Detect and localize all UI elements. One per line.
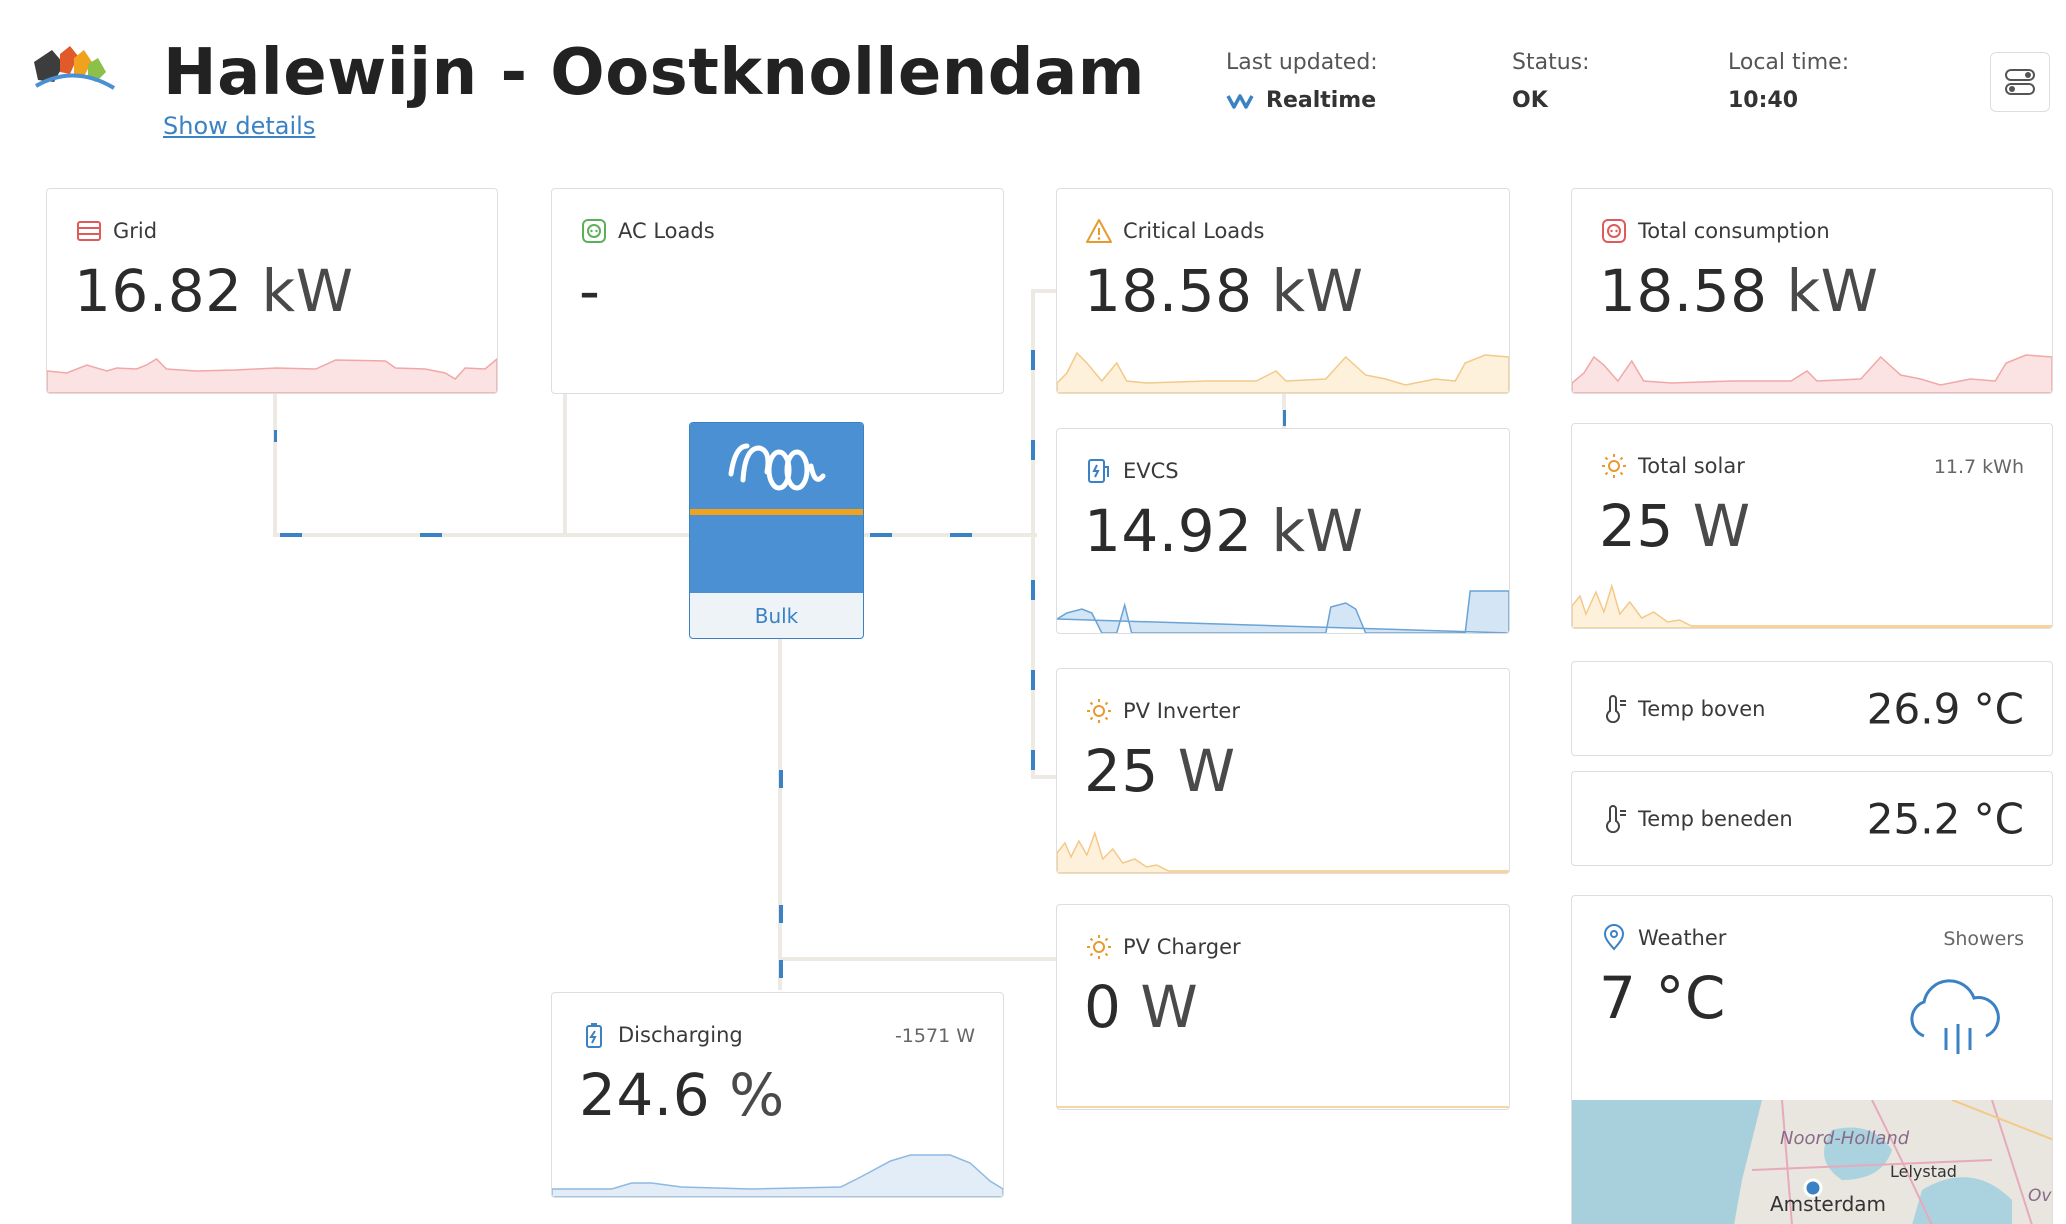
total-solar-value: 25 xyxy=(1599,492,1674,560)
critical-loads-unit: kW xyxy=(1271,257,1364,325)
grid-sparkline xyxy=(47,358,497,393)
battery-unit: % xyxy=(729,1061,785,1129)
toggle-switches-icon xyxy=(2005,69,2035,95)
page-title: Halewijn - Oostknollendam xyxy=(163,36,1145,110)
inverter-stripe xyxy=(690,509,863,515)
pv-inverter-title: PV Inverter xyxy=(1123,699,1240,723)
status-label: Status: xyxy=(1512,50,1590,75)
victron-logo-icon xyxy=(728,443,825,491)
last-updated-label: Last updated: xyxy=(1226,50,1378,75)
map-label-edge: Ove xyxy=(2028,1186,2052,1206)
inverter-box[interactable]: Bulk xyxy=(689,422,864,639)
total-consumption-unit: kW xyxy=(1786,257,1879,325)
temp-boven-title: Temp boven xyxy=(1638,696,1766,721)
warning-icon xyxy=(1086,219,1112,243)
total-consumption-value: 18.58 xyxy=(1599,257,1768,325)
total-solar-sparkline xyxy=(1572,583,2052,628)
temp-beneden-title: Temp beneden xyxy=(1638,806,1793,831)
weather-condition: Showers xyxy=(1943,928,2024,950)
temp-boven-value: 26.9 °C xyxy=(1866,684,2024,733)
sun-icon xyxy=(1087,699,1111,723)
critical-loads-sparkline xyxy=(1057,351,1509,393)
map-label-town: Lelystad xyxy=(1890,1162,1957,1181)
evcs-sparkline xyxy=(1057,590,1509,633)
pv-inverter-unit: W xyxy=(1177,737,1236,805)
show-details-link[interactable]: Show details xyxy=(163,112,316,140)
battery-sparkline xyxy=(552,1154,1003,1197)
grid-title: Grid xyxy=(113,219,158,243)
total-consumption-sparkline xyxy=(1572,354,2052,393)
weather-map[interactable]: Noord-Holland Lelystad Amsterdam Ove xyxy=(1572,1100,2052,1224)
inverter-body xyxy=(690,515,863,593)
battery-icon xyxy=(586,1023,602,1048)
ev-charger-icon xyxy=(1088,459,1109,483)
weather-card[interactable]: Weather Showers 7 °C Noord-Holland Lelys… xyxy=(1571,895,2053,1224)
grid-value: 16.82 xyxy=(74,257,243,325)
vrm-logo xyxy=(30,42,120,106)
socket-icon xyxy=(582,219,606,243)
location-pin-icon xyxy=(1603,924,1625,951)
realtime-indicator: Realtime xyxy=(1226,88,1376,113)
status-value: OK xyxy=(1512,88,1548,113)
evcs-unit: kW xyxy=(1271,497,1364,565)
thermometer-icon xyxy=(1606,804,1626,833)
pv-inverter-value: 25 xyxy=(1084,737,1159,805)
inverter-header xyxy=(690,423,863,509)
last-updated-value: Realtime xyxy=(1266,88,1377,113)
settings-toggle-button[interactable] xyxy=(1990,52,2050,112)
weather-value: 7 °C xyxy=(1599,964,1726,1032)
realtime-wave-icon xyxy=(1226,93,1254,109)
pv-charger-value: 0 xyxy=(1084,973,1122,1041)
total-solar-title: Total solar xyxy=(1638,454,1745,478)
total-consumption-card[interactable]: Total consumption 18.58 kW xyxy=(1571,188,2053,394)
grid-card[interactable]: Grid 16.82 kW xyxy=(46,188,498,394)
critical-loads-title: Critical Loads xyxy=(1123,219,1265,243)
total-consumption-title: Total consumption xyxy=(1638,219,1830,243)
local-time-label: Local time: xyxy=(1728,50,1850,75)
pv-inverter-sparkline xyxy=(1057,830,1509,873)
map-label-city: Amsterdam xyxy=(1770,1192,1887,1216)
local-time-value: 10:40 xyxy=(1728,88,1799,113)
thermometer-icon xyxy=(1606,694,1626,723)
inverter-state: Bulk xyxy=(754,604,799,628)
pv-charger-sparkline xyxy=(1057,1106,1509,1108)
grid-unit: kW xyxy=(261,257,354,325)
map-label-province: Noord-Holland xyxy=(1780,1128,1910,1149)
temp-beneden-value: 25.2 °C xyxy=(1866,794,2024,843)
sun-icon xyxy=(1602,454,1626,478)
evcs-value: 14.92 xyxy=(1084,497,1253,565)
evcs-card[interactable]: EVCS 14.92 kW xyxy=(1056,428,1510,634)
total-solar-unit: W xyxy=(1692,492,1751,560)
battery-power: -1571 W xyxy=(894,1025,975,1047)
total-solar-card[interactable]: Total solar 11.7 kWh 25 W xyxy=(1571,423,2053,629)
battery-card[interactable]: Discharging -1571 W 24.6 % xyxy=(551,992,1004,1198)
ac-loads-title: AC Loads xyxy=(618,219,715,243)
pv-charger-unit: W xyxy=(1140,973,1199,1041)
pv-charger-card[interactable]: PV Charger 0 W xyxy=(1056,904,1510,1110)
critical-loads-card[interactable]: Critical Loads 18.58 kW xyxy=(1056,188,1510,394)
evcs-title: EVCS xyxy=(1123,459,1179,483)
socket-icon xyxy=(1602,219,1626,243)
pv-inverter-card[interactable]: PV Inverter 25 W xyxy=(1056,668,1510,874)
weather-title: Weather xyxy=(1638,926,1727,950)
pv-charger-title: PV Charger xyxy=(1123,935,1241,959)
map-terrain xyxy=(1572,1100,2052,1224)
battery-value: 24.6 xyxy=(579,1061,711,1129)
critical-loads-value: 18.58 xyxy=(1084,257,1253,325)
ac-loads-card[interactable]: AC Loads - xyxy=(551,188,1004,394)
cloud-rain-icon xyxy=(1910,979,2000,1054)
total-solar-energy: 11.7 kWh xyxy=(1933,456,2024,478)
battery-title: Discharging xyxy=(618,1023,743,1047)
temp-beneden-card[interactable]: Temp beneden 25.2 °C xyxy=(1571,771,2053,866)
grid-meter-icon xyxy=(77,221,101,241)
ac-loads-value: - xyxy=(579,257,601,325)
sun-icon xyxy=(1087,935,1111,959)
temp-boven-card[interactable]: Temp boven 26.9 °C xyxy=(1571,661,2053,756)
